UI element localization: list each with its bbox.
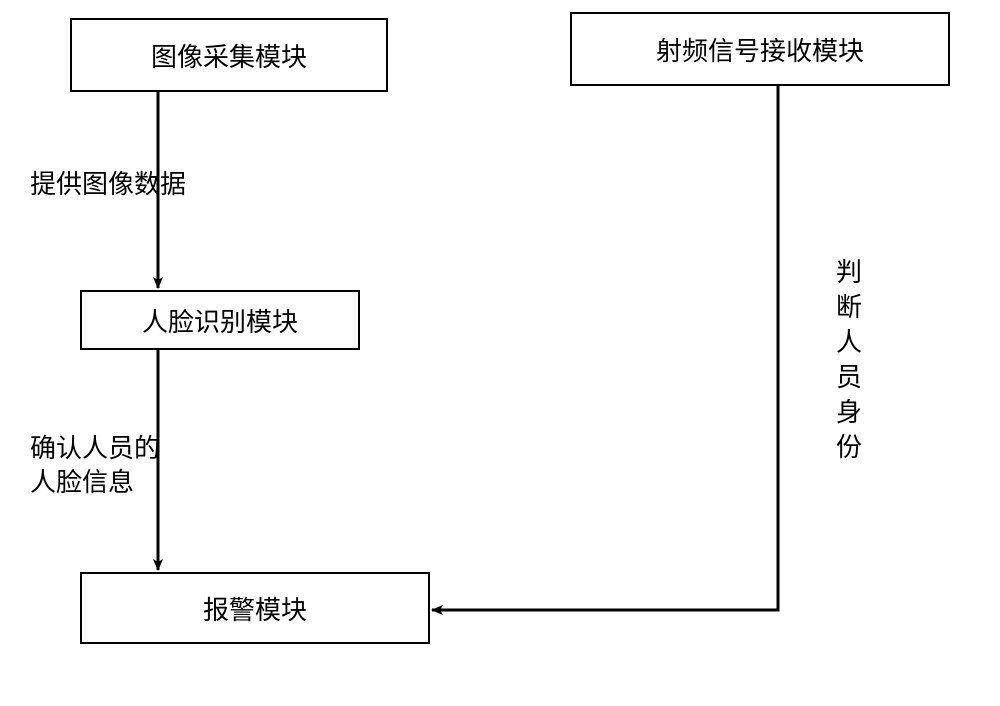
node-rf-receiver: 射频信号接收模块 [570, 12, 950, 86]
node-face-recognition: 人脸识别模块 [80, 290, 360, 350]
flowchart-canvas: 图像采集模块 射频信号接收模块 人脸识别模块 报警模块 提供图像数据 确认人员的… [0, 0, 1000, 706]
edge-label-e1: 提供图像数据 [30, 168, 186, 202]
node-label: 射频信号接收模块 [656, 31, 864, 68]
node-label: 人脸识别模块 [142, 302, 298, 339]
node-image-capture: 图像采集模块 [70, 18, 388, 92]
node-label: 报警模块 [203, 590, 307, 627]
edge-e3 [432, 86, 778, 610]
node-alarm: 报警模块 [80, 572, 430, 644]
edge-label-e3: 判断人员身份 [836, 255, 862, 466]
node-label: 图像采集模块 [151, 37, 307, 74]
edge-label-e2: 确认人员的 人脸信息 [30, 432, 160, 500]
